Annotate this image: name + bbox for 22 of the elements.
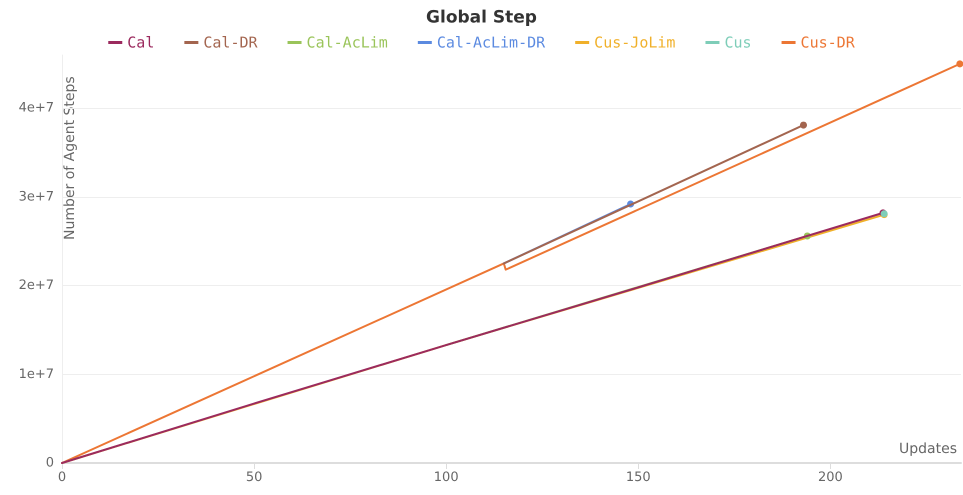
legend-label: Cus bbox=[724, 34, 752, 52]
y-tick-label: 1e+7 bbox=[18, 366, 54, 382]
legend-label: Cal bbox=[127, 34, 154, 52]
y-tick-label: 4e+7 bbox=[18, 100, 54, 116]
chart-title: Global Step bbox=[426, 8, 537, 28]
point bbox=[956, 60, 963, 68]
x-tick-label: 0 bbox=[58, 470, 66, 485]
x-tick-label: 150 bbox=[626, 470, 651, 485]
x-tick-label: 200 bbox=[818, 470, 843, 485]
y-tick-label: 3e+7 bbox=[18, 189, 54, 204]
x-axis-title: Updates bbox=[899, 441, 958, 457]
legend-label: Cal-AcLim-DR bbox=[436, 34, 546, 52]
y-axis-title: Number of Agent Steps bbox=[62, 76, 78, 240]
legend-label: Cal-AcLim bbox=[306, 34, 388, 52]
point bbox=[800, 122, 807, 129]
x-tick-label: 50 bbox=[246, 470, 262, 485]
y-tick-label: 2e+7 bbox=[18, 278, 54, 294]
legend-label: Cus-JoLim bbox=[594, 34, 676, 52]
x-tick-label: 100 bbox=[434, 470, 459, 485]
y-tick-label: 0 bbox=[46, 456, 54, 470]
legend-label: Cus-DR bbox=[800, 34, 856, 52]
legend-label: Cal-DR bbox=[203, 34, 259, 52]
